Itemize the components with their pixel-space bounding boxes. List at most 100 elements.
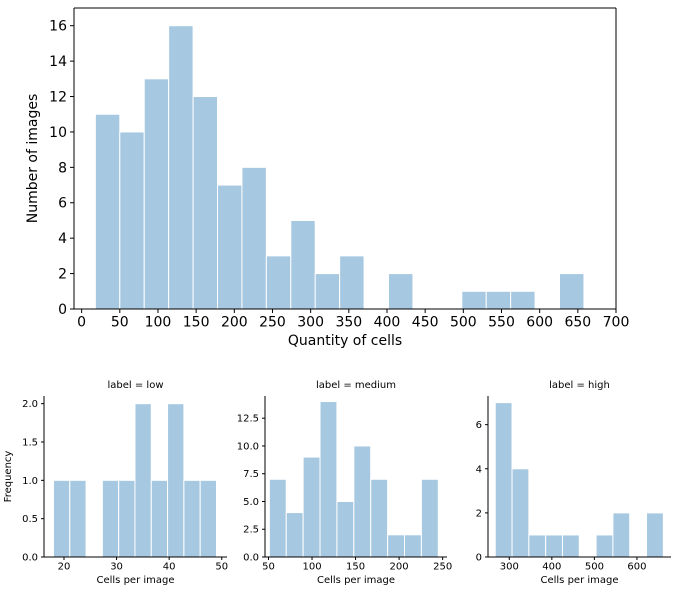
x-tick-label: 400 [374,314,401,330]
y-tick-label: 4 [58,231,67,247]
x-tick-label: 100 [302,562,321,573]
histogram-bar [545,534,563,558]
y-tick-label: 10.0 [237,441,259,452]
x-tick-label: 700 [603,314,630,330]
histogram-bar [118,479,136,558]
histogram-bar [561,534,580,558]
x-axis-label: Cells per image [96,575,174,586]
histogram-bar [69,479,87,558]
y-tick-label: 12.5 [237,414,259,425]
chart-panel-1: 20 30 40 50 0.0 0.5 1.0 1.5 2.0 Cells per image Fr… [3,380,228,586]
x-tick-label: 500 [450,314,477,330]
y-tick-label: 8 [58,160,67,176]
histogram-bar [370,478,389,558]
y-tick-label: 2 [58,266,67,282]
y-tick-label: 0 [476,553,482,564]
y-tick-label: 10 [49,125,67,141]
x-tick-label: 100 [145,314,172,330]
histogram-bar [101,479,120,558]
histogram-bar [339,255,365,310]
histogram-bar [167,403,185,558]
y-tick-label: 0.5 [22,514,38,525]
histogram-bar [285,512,304,558]
x-tick-label: 200 [390,562,409,573]
histogram-bar [143,78,170,310]
y-tick-label: 4 [476,464,482,475]
histogram-bar [494,402,513,558]
histogram-bar [461,290,487,310]
y-tick-label: 5.0 [243,497,259,508]
histogram-bar [52,479,71,558]
histogram-bar [183,479,201,558]
y-axis-label: Number of images [25,94,41,224]
chart-panel-3: 300 400 500 600 0 2 4 6 Cells per image label = h… [476,380,671,586]
x-tick-label: 300 [500,562,519,573]
x-tick-label: 600 [627,562,646,573]
x-tick-label: 300 [297,314,324,330]
histogram-bar [319,401,338,558]
histogram-bar [265,255,292,310]
x-axis-label: Cells per image [540,575,618,586]
y-tick-label: 6 [58,196,67,212]
y-tick-label: 1.0 [22,476,38,487]
x-tick-label: 150 [346,562,365,573]
x-tick-label: 40 [163,562,176,573]
y-axis-label: Frequency [3,451,14,503]
histogram-bar [217,184,243,310]
histogram-bar [511,468,530,558]
histogram-bar [528,534,547,558]
histogram-bar [134,403,152,558]
y-tick-label: 16 [49,19,67,35]
histogram-bar [595,534,614,558]
y-tick-label: 0.0 [243,553,259,564]
histogram-bar [168,25,194,310]
x-tick-label: 650 [564,314,591,330]
x-axis-label: Quantity of cells [288,333,402,349]
histogram-bar [646,512,664,558]
histogram-bar [192,96,219,310]
y-tick-label: 2.5 [243,525,259,536]
y-tick-label: 14 [49,54,67,70]
x-tick-label: 0 [77,314,86,330]
chart-panel-2: 50 100 150 200 250 0.0 2.5 5.0 7.5 10.0 12.5 Cells … [237,380,452,586]
x-tick-label: 250 [433,562,452,573]
y-tick-label: 2 [476,508,482,519]
histogram-bar [336,500,355,558]
histogram-bar [302,456,321,558]
chart-title: label = high [549,380,610,391]
y-tick-label: 6 [476,420,482,431]
histogram-bar [353,445,372,558]
x-tick-label: 500 [585,562,604,573]
x-tick-label: 150 [183,314,210,330]
x-tick-label: 600 [526,314,553,330]
y-tick-label: 2.0 [22,399,38,410]
y-tick-label: 0 [58,302,67,318]
x-tick-label: 350 [335,314,362,330]
y-tick-label: 7.5 [243,469,259,480]
histogram-bar [268,478,287,558]
histogram-bar [420,478,439,558]
histogram-bar [612,512,631,558]
histogram-bar [119,131,145,310]
histogram-bar [199,479,217,558]
histogram-bar [404,534,422,558]
x-tick-label: 400 [542,562,561,573]
histogram-bar [388,273,414,310]
x-tick-label: 30 [110,562,123,573]
histogram-bar [241,166,267,310]
x-tick-label: 550 [488,314,515,330]
x-tick-label: 200 [221,314,248,330]
histogram-bar [290,219,316,310]
x-tick-label: 250 [259,314,286,330]
histogram-bar [94,113,121,310]
y-tick-label: 1.5 [22,438,38,449]
chart-title: label = low [108,380,164,391]
histogram-bar [387,534,405,558]
x-tick-label: 20 [58,562,71,573]
y-tick-label: 0.0 [22,553,38,564]
x-tick-label: 50 [262,562,275,573]
histogram-bar [485,290,512,310]
histogram-bar [510,290,536,310]
